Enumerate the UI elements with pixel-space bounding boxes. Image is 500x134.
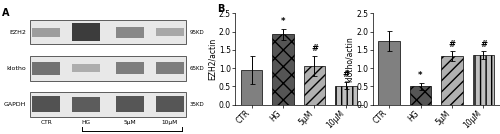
Bar xyxy=(116,27,144,38)
Text: #: # xyxy=(480,40,487,49)
Y-axis label: EZH2/actin: EZH2/actin xyxy=(208,38,216,80)
Bar xyxy=(410,86,431,105)
Bar xyxy=(241,70,262,105)
Text: 35KD: 35KD xyxy=(190,102,205,107)
Bar xyxy=(378,41,400,105)
Text: *: * xyxy=(418,71,423,80)
Text: #: # xyxy=(342,70,349,79)
Bar xyxy=(304,66,325,105)
Bar xyxy=(32,96,60,112)
Bar xyxy=(272,34,293,105)
Text: #: # xyxy=(448,40,456,49)
Bar xyxy=(30,20,186,44)
Bar xyxy=(30,92,186,117)
Bar xyxy=(473,55,494,105)
Text: CTR: CTR xyxy=(40,120,52,125)
Bar xyxy=(72,64,100,72)
Bar xyxy=(156,28,184,36)
Text: HG: HG xyxy=(82,120,90,125)
Bar xyxy=(116,62,144,74)
Y-axis label: klotho/actin: klotho/actin xyxy=(345,36,354,82)
Text: A: A xyxy=(2,8,10,18)
Text: #: # xyxy=(311,44,318,53)
Text: 5μM: 5μM xyxy=(124,120,136,125)
Bar xyxy=(32,62,60,75)
Bar xyxy=(30,56,186,81)
Bar xyxy=(72,97,100,112)
Bar xyxy=(156,62,184,74)
Text: 10μM: 10μM xyxy=(162,120,178,125)
Text: 95KD: 95KD xyxy=(190,30,205,35)
Bar xyxy=(116,96,144,112)
Bar xyxy=(336,86,356,105)
Bar xyxy=(442,56,462,105)
Text: klotho: klotho xyxy=(6,66,26,71)
Bar xyxy=(156,96,184,112)
Text: EZH2: EZH2 xyxy=(9,30,26,35)
Text: *: * xyxy=(281,17,285,26)
Bar xyxy=(72,23,100,41)
Text: 65KD: 65KD xyxy=(190,66,205,71)
Text: B: B xyxy=(218,4,225,14)
Bar xyxy=(32,28,60,37)
Text: GAPDH: GAPDH xyxy=(4,102,26,107)
